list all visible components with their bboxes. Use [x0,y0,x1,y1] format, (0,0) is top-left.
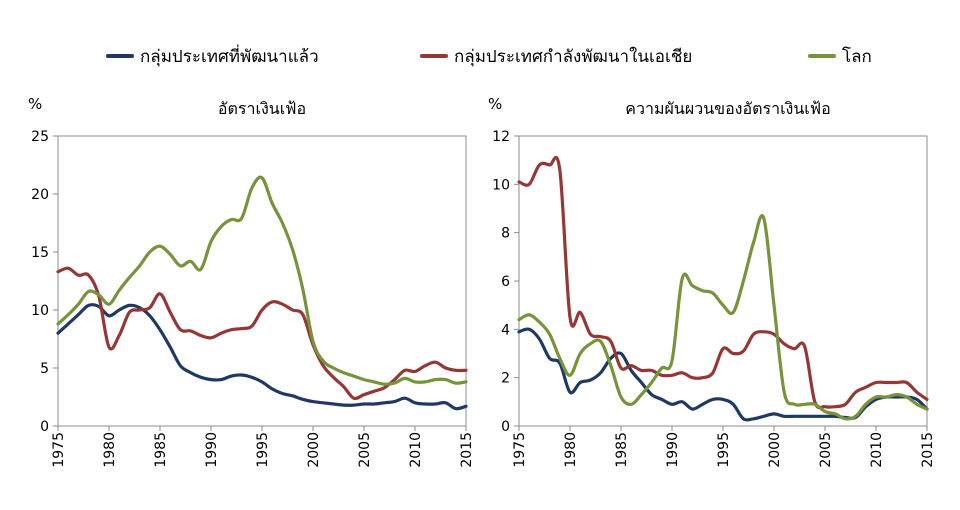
chart1-y-tick-label: 0 [40,419,49,435]
chart1-x-tick-label: 2000 [306,432,322,468]
legend-label-developed: กลุ่มประเทศที่พัฒนาแล้ว [140,46,319,67]
chart2-x-tick-label: 1975 [512,432,528,468]
chart1-x-tick-label: 2005 [357,432,373,468]
chart2-x-tick-label: 1980 [563,432,579,468]
legend-swatch-developing-asia [420,54,448,58]
chart1-title: อัตราเงินเฟ้อ [218,99,306,118]
legend: กลุ่มประเทศที่พัฒนาแล้ว กลุ่มประเทศกำลัง… [0,40,960,72]
chart2-y-tick-label: 6 [501,274,510,290]
chart2-x-tick-label: 1990 [665,432,681,468]
chart2-x-tick-label: 2015 [920,432,936,468]
chart1-series-line-developed [56,303,468,411]
chart2-series-line-world [517,214,929,421]
chart1-y-tick-label: 5 [40,361,49,377]
chart2-x-tick-label: 2000 [767,432,783,468]
legend-swatch-world [808,54,836,58]
chart1-series-line-developing-asia [56,266,468,401]
legend-item-world: โลก [808,40,872,72]
chart2-title: ความผันผวนของอัตราเงินเฟ้อ [625,99,830,118]
chart2-y-tick-label: 0 [501,419,510,435]
chart2-y-tick-label: 2 [501,371,510,387]
chart1-x-tick-label: 2010 [408,432,424,468]
chart1-x-tick-label: 2015 [459,432,475,468]
chart1-y-tick-label: 25 [31,129,49,145]
chart1-series-line-world [56,175,468,386]
chart1-x-tick-label: 1995 [255,432,271,468]
legend-item-developing-asia: กลุ่มประเทศกำลังพัฒนาในเอเชีย [420,40,692,72]
chart1-x-tick-label: 1990 [204,432,220,468]
legend-label-world: โลก [842,46,872,67]
chart2-x-tick-label: 2010 [869,432,885,468]
chart2-x-tick-label: 1995 [716,432,732,468]
chart1-y-tick-label: 10 [31,303,49,319]
chart1-y-unit: % [28,95,42,113]
chart2-y-tick-label: 12 [492,129,510,145]
chart1-y-tick-label: 15 [31,245,49,261]
chart1-x-tick-label: 1975 [51,432,67,468]
chart1-x-tick-label: 1985 [153,432,169,468]
chart2-series-line-developing-asia [517,155,929,410]
chart2-x-tick-label: 2005 [818,432,834,468]
legend-label-developing-asia: กลุ่มประเทศกำลังพัฒนาในเอเชีย [454,46,693,67]
chart2-y-tick-label: 4 [501,322,510,338]
chart1-y-tick-label: 20 [31,187,49,203]
chart1-x-tick-label: 1980 [102,432,118,468]
chart2-y-tick-label: 10 [492,177,510,193]
chart2-x-tick-label: 1985 [614,432,630,468]
chart2-y-tick-label: 8 [501,226,510,242]
chart2-y-unit: % [488,95,502,113]
legend-swatch-developed [106,54,134,58]
legend-item-developed: กลุ่มประเทศที่พัฒนาแล้ว [106,40,319,72]
